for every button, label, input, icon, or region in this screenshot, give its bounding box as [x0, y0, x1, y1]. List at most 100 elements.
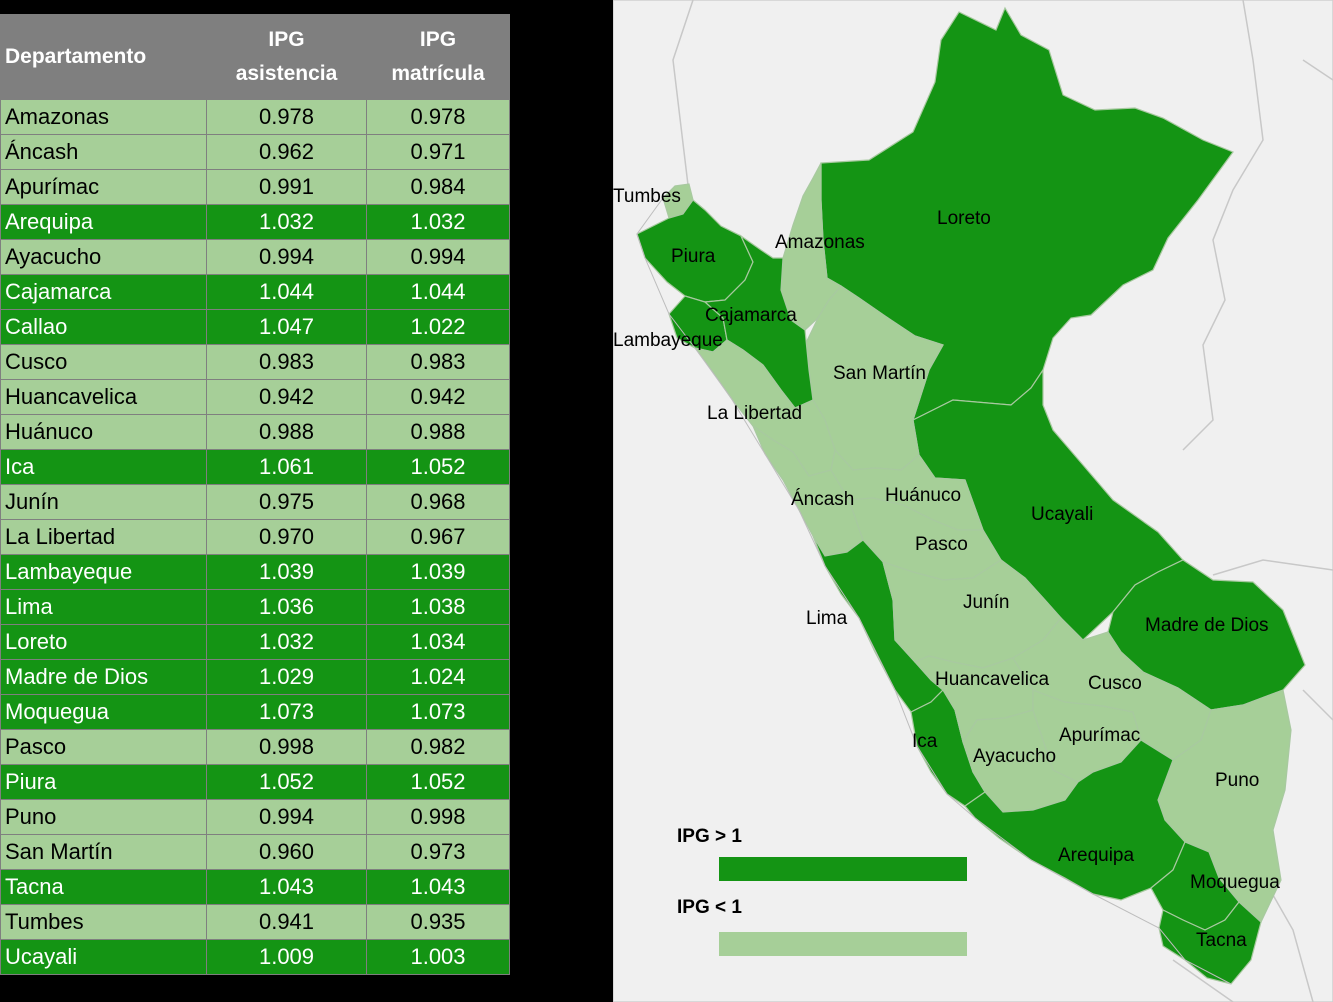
ipg-matricula-cell: 0.983 [366, 344, 510, 380]
ipg-asistencia-cell: 0.970 [206, 519, 367, 555]
dept-cell: Piura [0, 764, 207, 800]
neighbor-borders [672, 0, 1333, 1002]
ipg-matricula-cell: 1.052 [366, 764, 510, 800]
table-row: Callao 1.047 1.022 [0, 309, 510, 345]
ipg-asistencia-cell: 0.994 [206, 799, 367, 835]
ipg-matricula-cell: 1.024 [366, 659, 510, 695]
region-la-libertad [693, 339, 836, 477]
ipg-asistencia-cell: 0.962 [206, 134, 367, 170]
ipg-asistencia-cell: 1.039 [206, 554, 367, 590]
dept-cell: Apurímac [0, 169, 207, 205]
dept-cell: Huánuco [0, 414, 207, 450]
table-row: Madre de Dios 1.029 1.024 [0, 659, 510, 695]
map-label: Huánuco [885, 485, 962, 506]
ipg-matricula-cell: 1.073 [366, 694, 510, 730]
legend-above-swatch [719, 857, 967, 881]
ipg-matricula-cell: 0.942 [366, 379, 510, 415]
dept-cell: Áncash [0, 134, 207, 170]
ipg-matricula-cell: 1.022 [366, 309, 510, 345]
dept-cell: Huancavelica [0, 379, 207, 415]
table-row: Moquegua 1.073 1.073 [0, 694, 510, 730]
ipg-asistencia-cell: 0.998 [206, 729, 367, 765]
table-row: Piura 1.052 1.052 [0, 764, 510, 800]
legend-below-swatch [719, 932, 967, 956]
ipg-asistencia-cell: 0.991 [206, 169, 367, 205]
ipg-matricula-cell: 1.039 [366, 554, 510, 590]
map-label: Ayacucho [973, 746, 1057, 767]
table-row: Apurímac 0.991 0.984 [0, 169, 510, 205]
ipg-asistencia-cell: 1.043 [206, 869, 367, 905]
table-row: Cusco 0.983 0.983 [0, 344, 510, 380]
map-label: Pasco [915, 534, 968, 555]
ipg-asistencia-cell: 0.983 [206, 344, 367, 380]
ipg-asistencia-cell: 1.029 [206, 659, 367, 695]
table-body: Amazonas 0.978 0.978 Áncash 0.962 0.971 Apurím… [0, 99, 510, 975]
ipg-matricula-cell: 1.034 [366, 624, 510, 660]
table-row: Ica 1.061 1.052 [0, 449, 510, 485]
map-label: San Martín [833, 363, 926, 384]
table-row: Tacna 1.043 1.043 [0, 869, 510, 905]
map-label: Apurímac [1059, 725, 1141, 746]
ipg-matricula-cell: 0.998 [366, 799, 510, 835]
ipg-asistencia-cell: 0.942 [206, 379, 367, 415]
table-row: Arequipa 1.032 1.032 [0, 204, 510, 240]
dept-cell: Pasco [0, 729, 207, 765]
ipg-matricula-cell: 0.978 [366, 99, 510, 135]
dept-cell: La Libertad [0, 519, 207, 555]
ipg-asistencia-cell: 1.044 [206, 274, 367, 310]
ipg-matricula-cell: 0.994 [366, 239, 510, 275]
map-label: Piura [671, 246, 716, 267]
map-label: Puno [1215, 770, 1260, 791]
dept-cell: Tumbes [0, 904, 207, 940]
ipg-matricula-cell: 1.003 [366, 939, 510, 975]
map-label: Tumbes [613, 186, 681, 207]
map-label: Junín [963, 592, 1010, 613]
table-row: Ucayali 1.009 1.003 [0, 939, 510, 975]
peru-outline [636, 197, 1232, 985]
department-shapes [636, 6, 1306, 985]
peru-map: Tumbes Piura Amazonas Loreto Cajamarca Lambay… [613, 0, 1333, 1002]
dept-cell: Ica [0, 449, 207, 485]
dept-cell: San Martín [0, 834, 207, 870]
header-ipg-matricula: IPG matrícula [366, 14, 510, 100]
ipg-asistencia-cell: 1.032 [206, 204, 367, 240]
ipg-table: Departamento IPG asistencia IPG matrícul… [0, 14, 510, 975]
ipg-asistencia-cell: 1.052 [206, 764, 367, 800]
ipg-matricula-cell: 0.967 [366, 519, 510, 555]
table-row: Loreto 1.032 1.034 [0, 624, 510, 660]
header-ipg-asistencia: IPG asistencia [206, 14, 367, 100]
dept-cell: Callao [0, 309, 207, 345]
map-label: Amazonas [775, 232, 865, 253]
ipg-asistencia-cell: 0.975 [206, 484, 367, 520]
map-label: Huancavelica [935, 669, 1050, 690]
ipg-asistencia-cell: 1.061 [206, 449, 367, 485]
ipg-matricula-cell: 0.982 [366, 729, 510, 765]
map-label: Lima [806, 608, 848, 629]
header-departamento: Departamento [0, 14, 207, 100]
dept-cell: Ayacucho [0, 239, 207, 275]
dept-cell: Junín [0, 484, 207, 520]
legend-above-label: IPG > 1 [677, 826, 742, 847]
map-label: Madre de Dios [1145, 615, 1269, 636]
dept-cell: Loreto [0, 624, 207, 660]
table-row: Amazonas 0.978 0.978 [0, 99, 510, 135]
map-label: Ucayali [1031, 504, 1094, 525]
ipg-matricula-cell: 0.935 [366, 904, 510, 940]
map-label: Loreto [937, 208, 991, 229]
dept-cell: Puno [0, 799, 207, 835]
ipg-matricula-cell: 1.038 [366, 589, 510, 625]
dept-cell: Amazonas [0, 99, 207, 135]
map-label: Tacna [1196, 930, 1247, 951]
table-row: Puno 0.994 0.998 [0, 799, 510, 835]
table-row: Ayacucho 0.994 0.994 [0, 239, 510, 275]
dept-cell: Madre de Dios [0, 659, 207, 695]
legend-below-label: IPG < 1 [677, 897, 742, 918]
ipg-matricula-cell: 1.043 [366, 869, 510, 905]
ipg-asistencia-cell: 0.994 [206, 239, 367, 275]
dept-cell: Cajamarca [0, 274, 207, 310]
ipg-asistencia-cell: 1.032 [206, 624, 367, 660]
ipg-matricula-cell: 0.971 [366, 134, 510, 170]
map-label: Lambayeque [613, 330, 723, 351]
ipg-asistencia-cell: 1.073 [206, 694, 367, 730]
dept-cell: Cusco [0, 344, 207, 380]
